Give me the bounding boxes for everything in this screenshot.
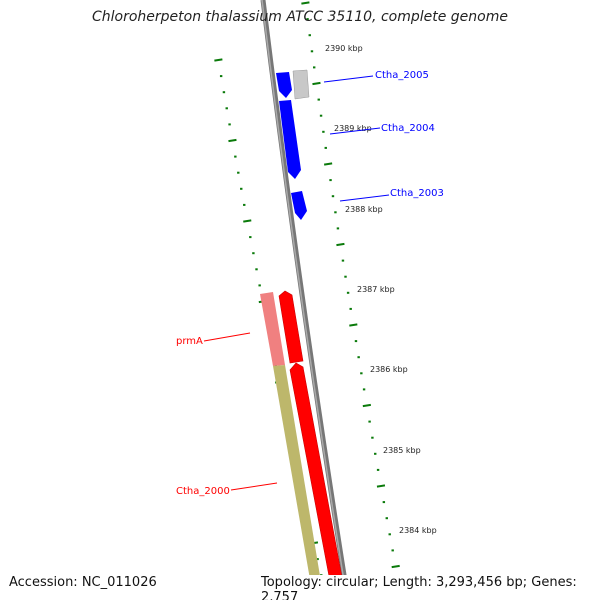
- feature-ctha-2005[interactable]: [276, 72, 292, 98]
- ruler-major-tick: [349, 323, 358, 327]
- ruler-major-tick: [362, 403, 371, 408]
- genome-summary: Topology: circular; Length: 3,293,456 bp…: [261, 575, 600, 600]
- map-title: Chloroherpeton thalassium ATCC 35110, co…: [92, 9, 508, 25]
- label-ctha-2003[interactable]: Ctha_2003: [390, 188, 444, 199]
- feature-ctha-2004[interactable]: [279, 100, 301, 179]
- ruler-major-tick: [312, 81, 321, 86]
- leader-line: [230, 482, 278, 491]
- ruler-major-tick: [323, 162, 333, 166]
- ruler-label: 2387 kbp: [357, 285, 395, 294]
- ruler-major-tick: [376, 484, 386, 488]
- label-prma[interactable]: prmA: [176, 336, 203, 347]
- feature-gray-box[interactable]: [292, 69, 310, 100]
- accession-text: Accession: NC_011026: [9, 575, 157, 590]
- leader-line: [203, 332, 251, 342]
- ruler-label: 2385 kbp: [383, 446, 421, 455]
- leader-line: [339, 194, 390, 202]
- ruler-major-tick: [391, 564, 400, 569]
- label-ctha-2005[interactable]: Ctha_2005: [375, 70, 429, 81]
- ruler-major-tick: [214, 58, 223, 62]
- leader-line: [329, 127, 381, 135]
- ruler-label: 2388 kbp: [345, 205, 383, 214]
- feature-prma[interactable]: [278, 290, 304, 364]
- label-ctha-2004[interactable]: Ctha_2004: [381, 123, 435, 134]
- ruler-label: 2389 kbp: [334, 124, 372, 133]
- leader-line: [323, 75, 374, 83]
- ruler-major-tick: [301, 1, 310, 5]
- ruler-label: 2390 kbp: [325, 44, 363, 53]
- label-ctha-2000[interactable]: Ctha_2000: [176, 486, 230, 497]
- ruler-major-tick: [228, 138, 237, 143]
- feature-prma-outer[interactable]: [260, 292, 285, 366]
- ruler-label: 2386 kbp: [370, 365, 408, 374]
- backbone: [260, 0, 351, 600]
- ruler-major-tick: [243, 219, 252, 223]
- ruler-label: 2384 kbp: [399, 526, 437, 535]
- feature-ctha-2000[interactable]: [273, 365, 322, 591]
- feature-red-long[interactable]: [289, 362, 345, 593]
- ruler-major-tick: [336, 242, 345, 247]
- feature-ctha-2003[interactable]: [291, 191, 307, 220]
